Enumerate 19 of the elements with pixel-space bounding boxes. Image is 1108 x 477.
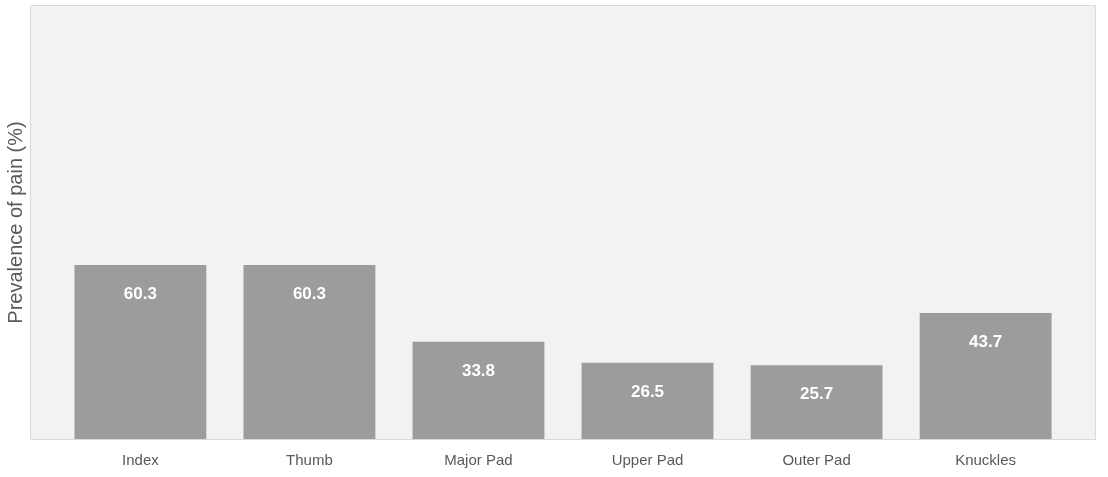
data-label: 60.3 <box>123 284 157 304</box>
data-label: 60.3 <box>292 284 326 304</box>
data-label: 26.5 <box>630 381 665 401</box>
bar <box>74 265 207 440</box>
x-tick-label: Outer Pad <box>782 450 851 468</box>
data-label: 25.7 <box>800 384 834 404</box>
bar <box>919 313 1052 440</box>
x-tick-label: Index <box>122 450 160 468</box>
data-label: 43.7 <box>969 332 1003 352</box>
x-tick-label: Thumb <box>286 450 333 468</box>
x-tick-label: Upper Pad <box>611 450 684 468</box>
bar <box>581 362 714 440</box>
data-label: 33.8 <box>461 360 496 380</box>
bar <box>750 365 883 440</box>
x-tick-label: Major Pad <box>444 450 513 468</box>
x-tick-label: Knuckles <box>955 450 1017 468</box>
bar <box>412 341 545 440</box>
bar <box>243 265 376 440</box>
y-axis-title: Prevalence of pain (%) <box>3 121 26 324</box>
